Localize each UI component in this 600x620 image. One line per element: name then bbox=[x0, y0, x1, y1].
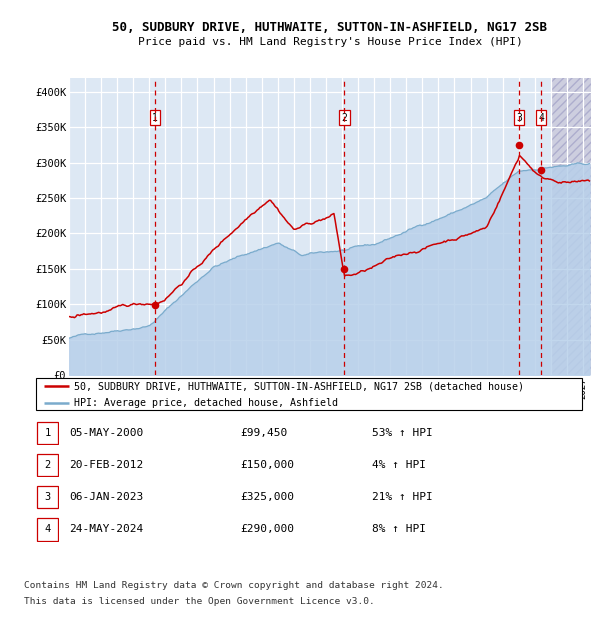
Text: This data is licensed under the Open Government Licence v3.0.: This data is licensed under the Open Gov… bbox=[24, 597, 375, 606]
Text: Contains HM Land Registry data © Crown copyright and database right 2024.: Contains HM Land Registry data © Crown c… bbox=[24, 582, 444, 590]
Text: 4: 4 bbox=[44, 525, 50, 534]
Bar bbox=[551, 78, 591, 375]
FancyBboxPatch shape bbox=[37, 422, 58, 444]
Text: £325,000: £325,000 bbox=[240, 492, 294, 502]
Text: 06-JAN-2023: 06-JAN-2023 bbox=[69, 492, 143, 502]
Text: 21% ↑ HPI: 21% ↑ HPI bbox=[372, 492, 433, 502]
Text: 2: 2 bbox=[44, 460, 50, 470]
Text: 50, SUDBURY DRIVE, HUTHWAITE, SUTTON-IN-ASHFIELD, NG17 2SB (detached house): 50, SUDBURY DRIVE, HUTHWAITE, SUTTON-IN-… bbox=[74, 381, 524, 391]
Text: £99,450: £99,450 bbox=[240, 428, 287, 438]
Text: £290,000: £290,000 bbox=[240, 525, 294, 534]
FancyBboxPatch shape bbox=[37, 454, 58, 476]
FancyBboxPatch shape bbox=[37, 518, 58, 541]
Text: 1: 1 bbox=[152, 113, 158, 123]
Text: 3: 3 bbox=[516, 113, 522, 123]
Text: 1: 1 bbox=[44, 428, 50, 438]
Text: 24-MAY-2024: 24-MAY-2024 bbox=[69, 525, 143, 534]
FancyBboxPatch shape bbox=[37, 486, 58, 508]
Text: 4% ↑ HPI: 4% ↑ HPI bbox=[372, 460, 426, 470]
Text: 50, SUDBURY DRIVE, HUTHWAITE, SUTTON-IN-ASHFIELD, NG17 2SB: 50, SUDBURY DRIVE, HUTHWAITE, SUTTON-IN-… bbox=[113, 22, 548, 34]
Text: 53% ↑ HPI: 53% ↑ HPI bbox=[372, 428, 433, 438]
Text: Price paid vs. HM Land Registry's House Price Index (HPI): Price paid vs. HM Land Registry's House … bbox=[137, 37, 523, 47]
Text: 4: 4 bbox=[538, 113, 544, 123]
Text: 05-MAY-2000: 05-MAY-2000 bbox=[69, 428, 143, 438]
Text: HPI: Average price, detached house, Ashfield: HPI: Average price, detached house, Ashf… bbox=[74, 398, 338, 409]
Text: 8% ↑ HPI: 8% ↑ HPI bbox=[372, 525, 426, 534]
FancyBboxPatch shape bbox=[36, 378, 582, 410]
Text: £150,000: £150,000 bbox=[240, 460, 294, 470]
Text: 20-FEB-2012: 20-FEB-2012 bbox=[69, 460, 143, 470]
Text: 3: 3 bbox=[44, 492, 50, 502]
Text: 2: 2 bbox=[341, 113, 347, 123]
